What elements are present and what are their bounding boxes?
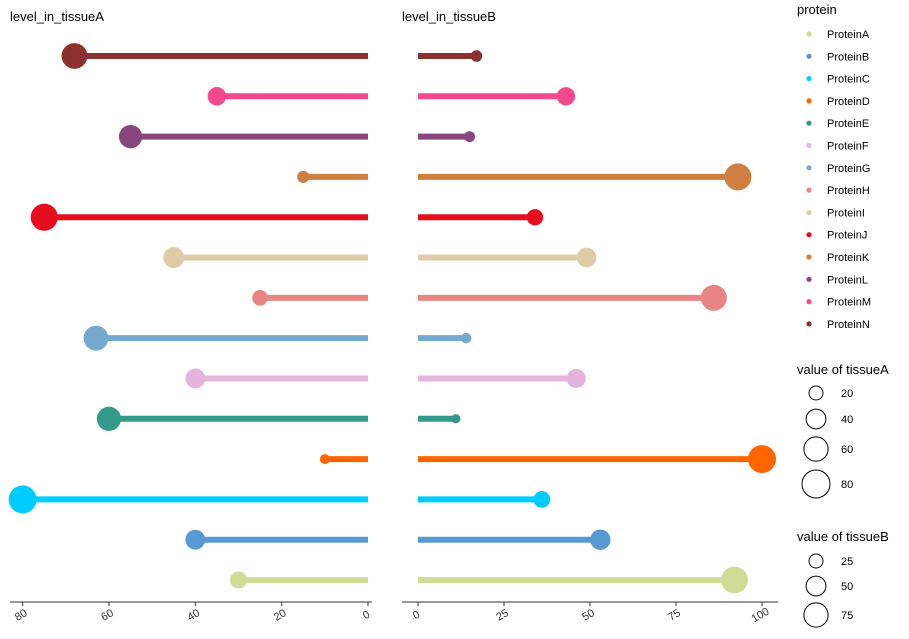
legend-key-ProteinH: [806, 187, 812, 193]
lollipop-point-2-ProteinH: [700, 284, 727, 311]
lollipop-point-1-ProteinN: [61, 43, 88, 69]
legend-title-size-a: value of tissueA: [797, 362, 889, 377]
lollipop-point-1-ProteinG: [83, 325, 109, 351]
legend-label-ProteinD: ProteinD: [827, 96, 870, 108]
legend-size-a-circle-40: [805, 408, 827, 430]
legend-title-protein: protein: [797, 2, 837, 17]
legend-label-ProteinF: ProteinF: [827, 141, 869, 153]
legend-size-b-circle-25: [808, 553, 824, 569]
lollipop-point-2-ProteinA: [721, 566, 748, 594]
legend-label-ProteinG: ProteinG: [827, 163, 870, 175]
lollipop-point-2-ProteinI: [576, 247, 597, 268]
legend-key-ProteinM: [806, 299, 812, 305]
legend-size-a-circle-20: [808, 385, 824, 401]
x-tick-label-2-100: 100: [750, 606, 772, 626]
legend-size-a-circle-80: [801, 469, 831, 499]
x-tick-label-1-60: 60: [99, 607, 116, 624]
lollipop-point-2-ProteinC: [533, 490, 551, 508]
legend-size-a-label-60: 60: [841, 444, 853, 456]
legend-label-ProteinK: ProteinK: [827, 252, 870, 264]
lollipop-point-2-ProteinM: [556, 87, 576, 106]
legend-key-ProteinF: [806, 142, 812, 149]
lollipop-point-2-ProteinE: [451, 414, 461, 424]
legend-size-b-label-75: 75: [841, 610, 853, 622]
legend-key-ProteinB: [806, 53, 812, 59]
legend-label-ProteinB: ProteinB: [827, 51, 869, 63]
lollipop-point-2-ProteinJ: [526, 209, 544, 226]
legend-key-ProteinK: [806, 254, 812, 260]
legend-key-ProteinI: [806, 209, 812, 215]
legend-size-b-circle-50: [805, 575, 827, 597]
legend-size-a-circle-60: [803, 436, 829, 462]
legend-size-a-label-40: 40: [841, 414, 853, 426]
legend-label-ProteinM: ProteinM: [827, 297, 871, 309]
legend-label-ProteinL: ProteinL: [827, 274, 868, 286]
legend-label-ProteinN: ProteinN: [827, 319, 870, 331]
x-tick-label-1-80: 80: [13, 607, 30, 624]
legend-label-ProteinI: ProteinI: [827, 207, 865, 219]
lollipop-point-2-ProteinL: [464, 131, 476, 143]
legend-key-ProteinD: [806, 98, 812, 104]
panel-title-2: level_in_tissueB: [402, 9, 496, 24]
legend-key-ProteinL: [806, 276, 812, 282]
x-tick-label-1-0: 0: [361, 609, 372, 622]
x-tick-label-2-0: 0: [411, 609, 422, 622]
legend-label-ProteinC: ProteinC: [827, 74, 870, 86]
lollipop-point-2-ProteinB: [590, 529, 611, 550]
lollipop-point-1-ProteinE: [96, 406, 122, 431]
lollipop-point-1-ProteinK: [297, 170, 310, 183]
lollipop-point-1-ProteinD: [319, 454, 330, 465]
lollipop-point-1-ProteinL: [118, 125, 143, 149]
x-tick-label-2-50: 50: [580, 607, 597, 624]
lollipop-point-2-ProteinD: [748, 445, 776, 474]
panel-title-1: level_in_tissueA: [10, 9, 104, 24]
legend-key-ProteinC: [806, 76, 812, 82]
lollipop-point-1-ProteinC: [8, 485, 37, 514]
legend-key-ProteinN: [806, 321, 812, 327]
legend-key-ProteinG: [806, 165, 812, 171]
legend-label-ProteinA: ProteinA: [827, 29, 870, 41]
legend-label-ProteinH: ProteinH: [827, 185, 870, 197]
legend-title-size-b: value of tissueB: [797, 529, 889, 544]
legend-size-b-circle-75: [803, 602, 829, 628]
lollipop-point-2-ProteinF: [566, 368, 586, 388]
x-tick-label-1-40: 40: [186, 607, 203, 624]
lollipop-point-1-ProteinI: [163, 247, 185, 269]
x-tick-label-2-75: 75: [666, 607, 683, 624]
lollipop-point-2-ProteinG: [460, 332, 472, 344]
legend-key-ProteinJ: [806, 232, 812, 238]
lollipop-point-1-ProteinM: [207, 87, 227, 106]
legend-key-ProteinA: [806, 31, 812, 37]
lollipop-point-1-ProteinH: [252, 290, 268, 306]
lollipop-point-2-ProteinK: [724, 163, 752, 191]
legend-label-ProteinJ: ProteinJ: [827, 230, 867, 242]
legend-key-ProteinE: [806, 120, 812, 126]
lollipop-point-1-ProteinF: [185, 368, 206, 389]
lollipop-point-1-ProteinA: [229, 571, 248, 589]
legend-size-a-label-20: 20: [841, 388, 853, 400]
legend-size-a-label-80: 80: [841, 479, 853, 491]
legend-size-b-label-25: 25: [841, 556, 853, 568]
lollipop-point-1-ProteinB: [185, 529, 206, 550]
legend-label-ProteinE: ProteinE: [827, 118, 869, 130]
legend-size-b-label-50: 50: [841, 581, 853, 593]
x-tick-label-2-25: 25: [494, 607, 511, 624]
lollipop-point-2-ProteinN: [470, 50, 483, 62]
lollipop-point-1-ProteinJ: [30, 203, 58, 231]
x-tick-label-1-20: 20: [272, 607, 289, 624]
